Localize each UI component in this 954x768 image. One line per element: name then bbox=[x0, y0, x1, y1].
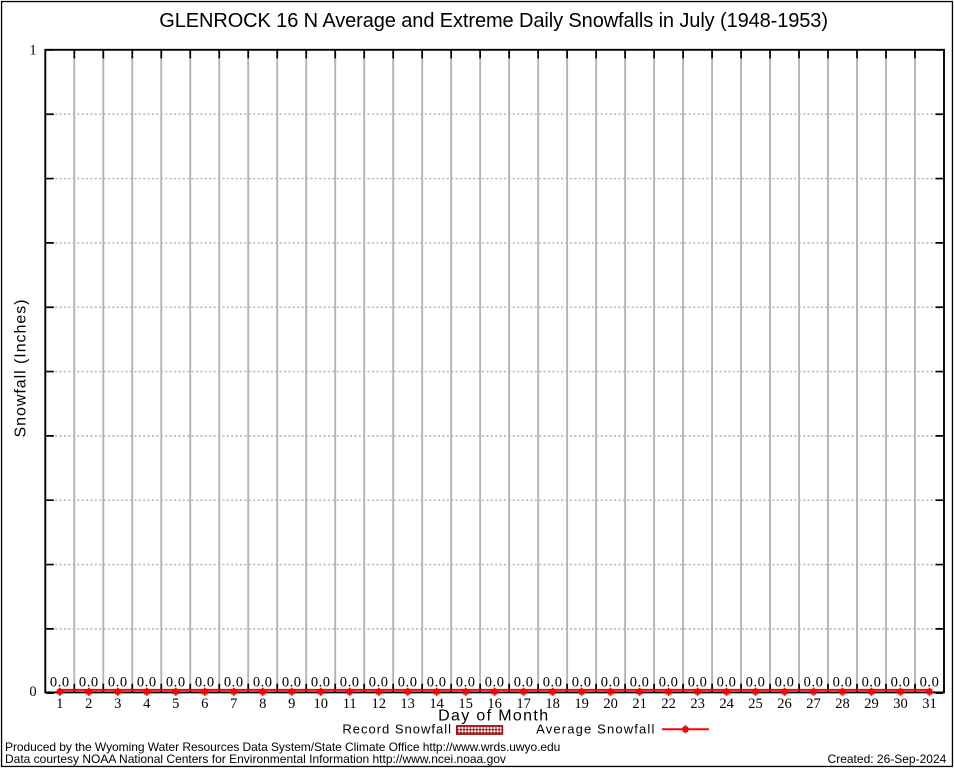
svg-text:0.0: 0.0 bbox=[50, 674, 70, 690]
svg-text:Data courtesy NOAA National Ce: Data courtesy NOAA National Centers for … bbox=[5, 752, 506, 766]
svg-text:0.0: 0.0 bbox=[398, 674, 418, 690]
svg-text:0.0: 0.0 bbox=[891, 674, 911, 690]
svg-text:9: 9 bbox=[288, 696, 295, 712]
svg-text:0.0: 0.0 bbox=[340, 674, 360, 690]
svg-text:23: 23 bbox=[690, 696, 705, 712]
svg-text:27: 27 bbox=[806, 696, 821, 712]
svg-text:6: 6 bbox=[201, 696, 208, 712]
svg-text:Produced by the Wyoming Water: Produced by the Wyoming Water Resources … bbox=[5, 740, 560, 754]
svg-text:Average Snowfall: Average Snowfall bbox=[536, 722, 655, 737]
svg-text:0.0: 0.0 bbox=[659, 674, 679, 690]
svg-text:29: 29 bbox=[864, 696, 879, 712]
svg-text:0.0: 0.0 bbox=[630, 674, 650, 690]
svg-text:0.0: 0.0 bbox=[572, 674, 592, 690]
svg-text:13: 13 bbox=[400, 696, 415, 712]
svg-text:3: 3 bbox=[114, 696, 121, 712]
svg-text:Record Snowfall: Record Snowfall bbox=[342, 722, 452, 737]
svg-text:0.0: 0.0 bbox=[601, 674, 621, 690]
svg-text:0.0: 0.0 bbox=[717, 674, 737, 690]
svg-text:Created: 26-Sep-2024: Created: 26-Sep-2024 bbox=[828, 752, 947, 766]
svg-text:7: 7 bbox=[230, 696, 237, 712]
svg-text:0.0: 0.0 bbox=[195, 674, 215, 690]
svg-text:0.0: 0.0 bbox=[166, 674, 186, 690]
svg-text:5: 5 bbox=[172, 696, 179, 712]
svg-text:0.0: 0.0 bbox=[253, 674, 273, 690]
svg-text:16: 16 bbox=[487, 696, 502, 712]
svg-text:0.0: 0.0 bbox=[311, 674, 331, 690]
svg-text:0.0: 0.0 bbox=[108, 674, 128, 690]
svg-text:26: 26 bbox=[777, 696, 792, 712]
svg-text:0.0: 0.0 bbox=[775, 674, 795, 690]
svg-text:0.0: 0.0 bbox=[79, 674, 99, 690]
svg-text:0.0: 0.0 bbox=[427, 674, 447, 690]
svg-text:20: 20 bbox=[603, 696, 618, 712]
svg-text:0.0: 0.0 bbox=[804, 674, 824, 690]
svg-text:2: 2 bbox=[85, 696, 92, 712]
svg-text:10: 10 bbox=[313, 696, 328, 712]
svg-text:12: 12 bbox=[371, 696, 386, 712]
svg-text:25: 25 bbox=[748, 696, 763, 712]
svg-text:4: 4 bbox=[143, 696, 151, 712]
svg-text:0.0: 0.0 bbox=[485, 674, 505, 690]
svg-text:21: 21 bbox=[632, 696, 647, 712]
svg-text:0.0: 0.0 bbox=[514, 674, 534, 690]
svg-text:17: 17 bbox=[516, 696, 531, 712]
svg-text:0.0: 0.0 bbox=[456, 674, 476, 690]
svg-text:18: 18 bbox=[545, 696, 560, 712]
svg-text:1: 1 bbox=[56, 696, 63, 712]
svg-text:0.0: 0.0 bbox=[224, 674, 244, 690]
svg-text:0.0: 0.0 bbox=[369, 674, 389, 690]
svg-text:GLENROCK 16 N Average and Extr: GLENROCK 16 N Average and Extreme Daily … bbox=[159, 10, 828, 32]
svg-text:0.0: 0.0 bbox=[920, 674, 940, 690]
svg-text:31: 31 bbox=[922, 696, 937, 712]
svg-text:1: 1 bbox=[29, 42, 36, 58]
svg-text:14: 14 bbox=[429, 696, 444, 712]
svg-text:0.0: 0.0 bbox=[688, 674, 708, 690]
svg-text:Day of Month: Day of Month bbox=[438, 707, 549, 724]
svg-text:11: 11 bbox=[343, 696, 357, 712]
svg-text:0.0: 0.0 bbox=[543, 674, 563, 690]
svg-text:24: 24 bbox=[719, 696, 734, 712]
svg-text:8: 8 bbox=[259, 696, 266, 712]
svg-text:Snowfall (Inches): Snowfall (Inches) bbox=[12, 299, 29, 438]
svg-text:19: 19 bbox=[574, 696, 589, 712]
svg-text:22: 22 bbox=[661, 696, 676, 712]
svg-text:0.0: 0.0 bbox=[137, 674, 157, 690]
svg-text:0.0: 0.0 bbox=[862, 674, 882, 690]
svg-text:30: 30 bbox=[893, 696, 908, 712]
svg-text:28: 28 bbox=[835, 696, 850, 712]
svg-text:15: 15 bbox=[458, 696, 473, 712]
svg-text:0.0: 0.0 bbox=[282, 674, 302, 690]
svg-text:0.0: 0.0 bbox=[833, 674, 853, 690]
svg-text:0.0: 0.0 bbox=[746, 674, 766, 690]
svg-text:0: 0 bbox=[29, 684, 36, 700]
